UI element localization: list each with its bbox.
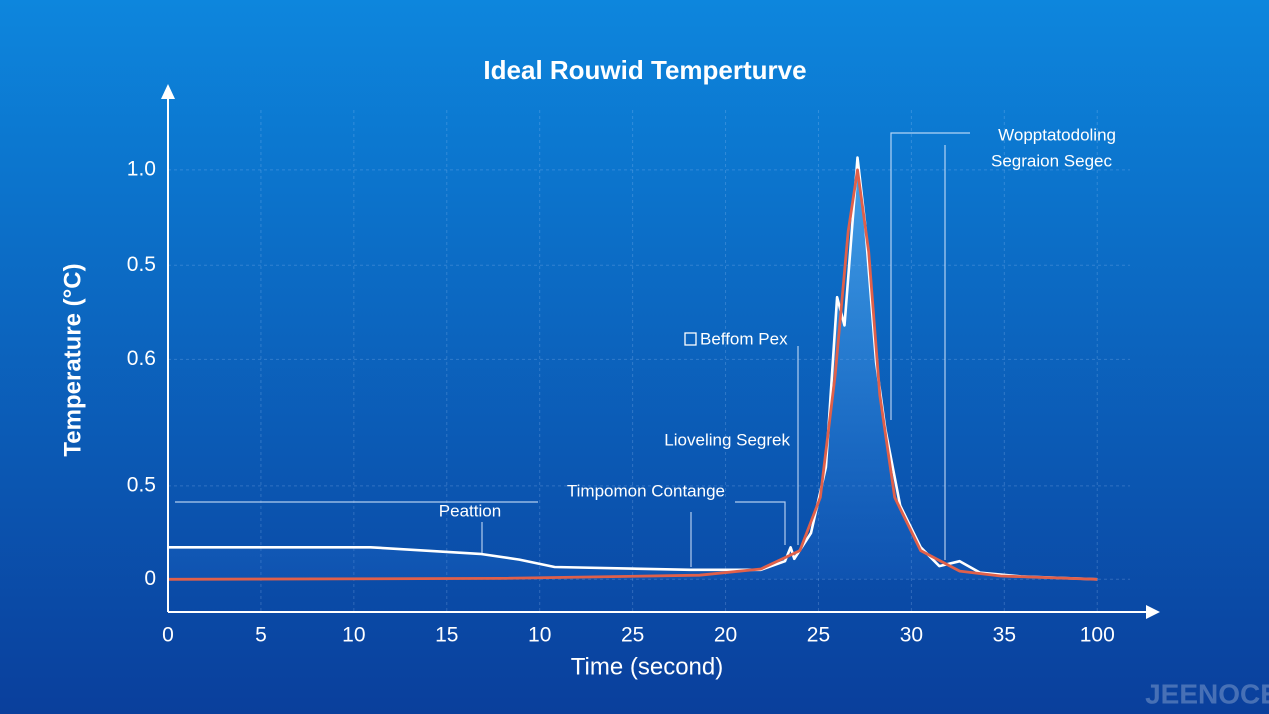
series-line xyxy=(168,156,1098,581)
x-tick-label: 5 xyxy=(255,624,267,647)
x-axis-arrow xyxy=(1146,605,1160,619)
y-axis-arrow xyxy=(161,84,175,99)
x-axis-label: Time (second) xyxy=(571,653,723,680)
series-line xyxy=(167,168,1098,581)
leader-line xyxy=(890,132,970,420)
x-tick-label: 30 xyxy=(900,624,923,647)
y-tick-label: 0.5 xyxy=(127,253,156,276)
watermark: JEENOCE xyxy=(1145,678,1269,709)
area-fill xyxy=(168,157,1098,580)
x-tick-label: 25 xyxy=(807,624,830,647)
leader-line xyxy=(735,501,786,545)
y-tick-label: 0.6 xyxy=(127,347,156,370)
leader-lines xyxy=(175,132,970,567)
chart-title: Ideal Rouwid Temperturve xyxy=(483,55,806,85)
x-tick-label: 35 xyxy=(993,624,1016,647)
annotation: Wopptatodoling xyxy=(998,125,1116,144)
icon xyxy=(684,332,697,346)
plot xyxy=(167,156,1098,581)
annotation: Lioveling Segrek xyxy=(664,430,790,449)
x-tick-label: 25 xyxy=(621,624,644,647)
y-tick-label: 1.0 xyxy=(127,157,156,180)
annotation: Peattion xyxy=(439,501,501,520)
x-tick-label: 10 xyxy=(342,624,365,647)
y-axis-label: Temperature (°C) xyxy=(59,263,86,456)
x-tick-label: 0 xyxy=(162,624,174,647)
y-tick-label: 0.5 xyxy=(127,473,156,496)
x-tick-label: 20 xyxy=(714,624,737,647)
x-tick-label: 10 xyxy=(528,624,551,647)
annotation: Segraion Segec xyxy=(991,151,1112,170)
y-tick-label: 0 xyxy=(144,567,156,590)
x-tick-label: 100 xyxy=(1080,624,1115,647)
annotation: Timpomon Contange xyxy=(567,481,725,500)
x-tick-label: 15 xyxy=(435,624,458,647)
annotation: Beffom Pex xyxy=(700,329,788,348)
